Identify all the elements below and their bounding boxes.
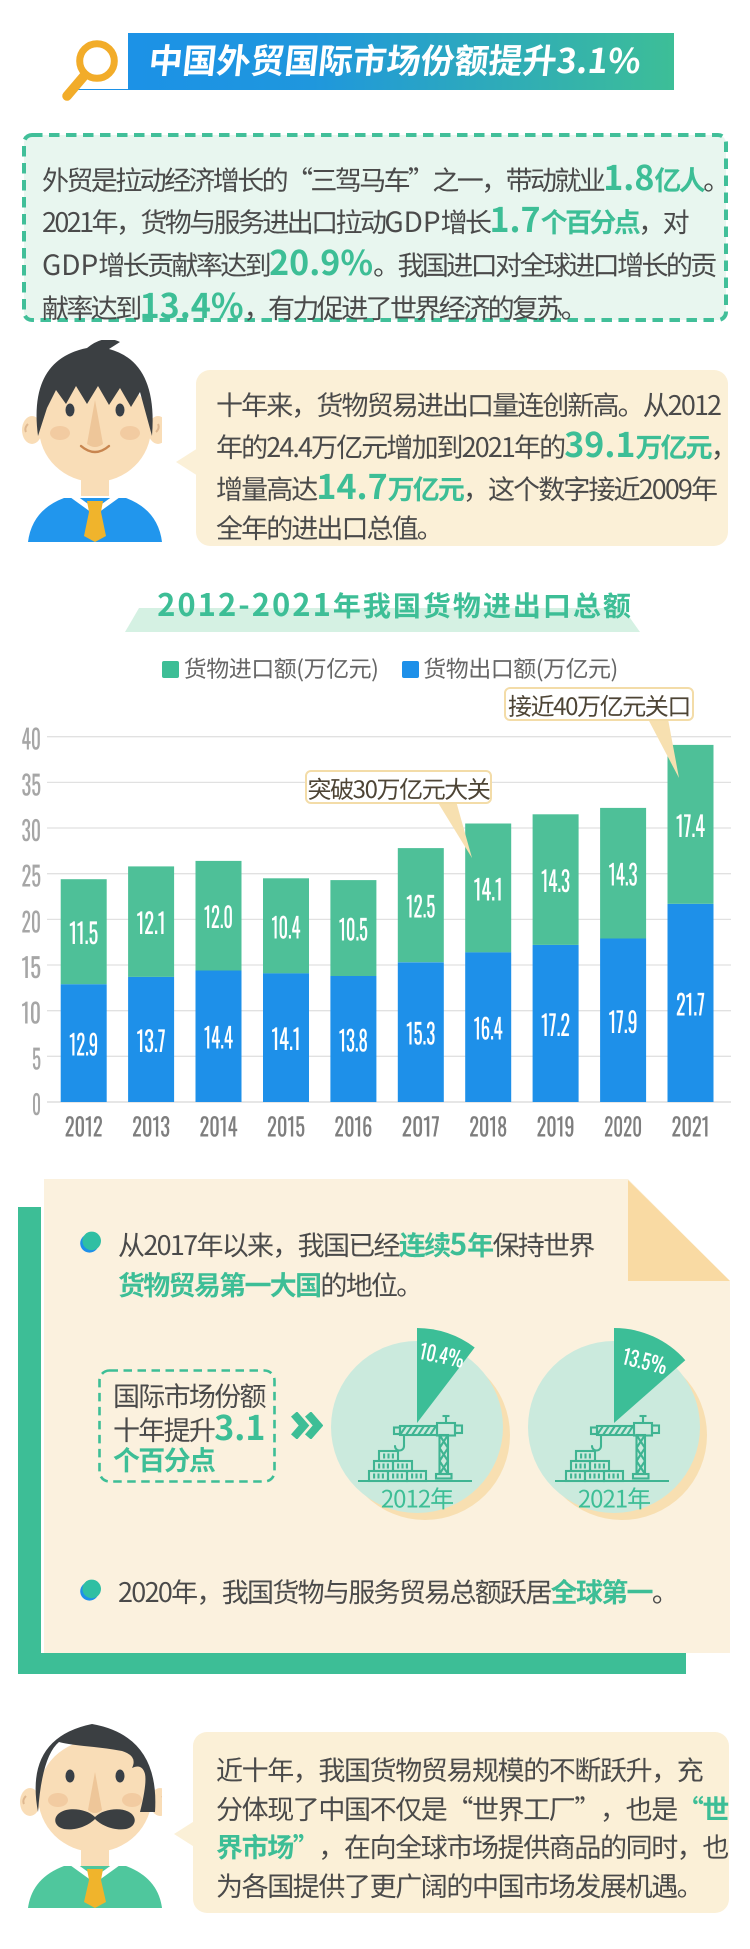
svg-text:14.1: 14.1 bbox=[474, 868, 503, 909]
svg-text:2012: 2012 bbox=[65, 1108, 103, 1145]
svg-text:2017: 2017 bbox=[402, 1108, 440, 1145]
svg-text:0: 0 bbox=[32, 1083, 41, 1123]
svg-text:15: 15 bbox=[22, 946, 42, 986]
svg-text:2019: 2019 bbox=[537, 1108, 575, 1145]
svg-text:17.2: 17.2 bbox=[541, 1004, 570, 1045]
svg-text:11.5: 11.5 bbox=[69, 912, 98, 953]
svg-text:2020: 2020 bbox=[604, 1108, 642, 1145]
svg-text:12.0: 12.0 bbox=[204, 896, 233, 937]
svg-text:20: 20 bbox=[22, 900, 42, 940]
svg-text:25: 25 bbox=[22, 855, 42, 895]
svg-text:2015: 2015 bbox=[267, 1108, 305, 1145]
svg-text:14.3: 14.3 bbox=[609, 854, 638, 895]
svg-text:30: 30 bbox=[22, 809, 42, 849]
svg-text:12.9: 12.9 bbox=[69, 1024, 98, 1065]
svg-text:14.1: 14.1 bbox=[272, 1018, 301, 1059]
svg-text:15.3: 15.3 bbox=[406, 1013, 435, 1054]
svg-text:35: 35 bbox=[22, 763, 42, 803]
svg-text:21.7: 21.7 bbox=[676, 983, 705, 1024]
svg-text:2016: 2016 bbox=[334, 1108, 372, 1145]
svg-text:2014: 2014 bbox=[200, 1108, 238, 1145]
svg-text:17.9: 17.9 bbox=[609, 1001, 638, 1042]
svg-text:17.4: 17.4 bbox=[676, 805, 705, 846]
svg-text:12.1: 12.1 bbox=[137, 902, 166, 943]
svg-text:5: 5 bbox=[32, 1037, 41, 1077]
svg-text:13.7: 13.7 bbox=[137, 1020, 166, 1061]
svg-text:10.4: 10.4 bbox=[272, 906, 301, 947]
svg-text:13.8: 13.8 bbox=[339, 1020, 368, 1061]
svg-text:40: 40 bbox=[22, 718, 42, 758]
svg-text:2021: 2021 bbox=[672, 1108, 710, 1145]
svg-text:2012年: 2012年 bbox=[381, 1480, 453, 1515]
svg-text:10: 10 bbox=[22, 992, 42, 1032]
svg-text:16.4: 16.4 bbox=[474, 1008, 503, 1049]
svg-text:12.5: 12.5 bbox=[406, 886, 435, 927]
svg-text:2013: 2013 bbox=[132, 1108, 170, 1145]
svg-text:14.4: 14.4 bbox=[204, 1017, 233, 1058]
svg-text:2018: 2018 bbox=[469, 1108, 507, 1145]
svg-text:10.5: 10.5 bbox=[339, 909, 368, 950]
svg-text:2021年: 2021年 bbox=[578, 1480, 650, 1515]
svg-text:14.3: 14.3 bbox=[541, 860, 570, 901]
